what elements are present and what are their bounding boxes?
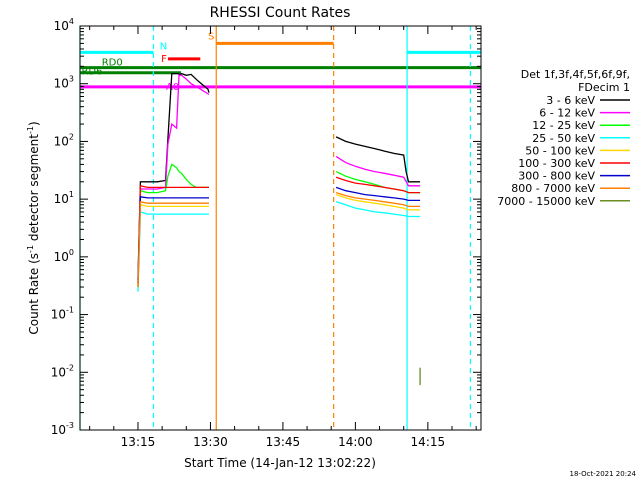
legend-label-7000-15000-kev: 7000 - 15000 keV: [497, 195, 595, 208]
y-tick-exponent: -1: [66, 306, 74, 315]
y-axis-label-main: Count Rate (s: [27, 253, 41, 335]
y-tick-base: 10: [51, 365, 66, 379]
x-tick-label-14-00: 14:00: [338, 435, 373, 449]
series-50-100-kev-segment-1: [335, 193, 421, 211]
series-100-300-kev-segment-0: [137, 184, 209, 284]
legend-header-line1: Det 1f,3f,4f,5f,6f,9f,: [521, 68, 630, 81]
legend-label-25-50-kev: 25 - 50 keV: [532, 132, 595, 145]
y-tick-exponent: 2: [69, 132, 74, 141]
y-tick-base: 10: [54, 77, 69, 91]
y-tick-base: 10: [54, 250, 69, 264]
y-tick-base: 10: [51, 308, 66, 322]
series-50-100-kev-segment-0: [137, 203, 209, 288]
y-tick-base: 10: [54, 134, 69, 148]
y-tick-label-2: 102: [54, 132, 74, 148]
x-tick-label-13-15: 13:15: [121, 435, 156, 449]
x-axis: 13:15 13:30 13:45 14:00 14:15: [89, 26, 477, 449]
y-tick-exponent: -2: [66, 363, 74, 372]
series-25-50-kev-segment-1: [335, 201, 421, 218]
series-800-7000-kev-segment-0: [137, 201, 209, 288]
y-tick-label-3: 10-3: [51, 421, 74, 437]
y-tick-label-0: 100: [54, 248, 74, 264]
series-3-6-kev-segment-0: [137, 72, 210, 280]
x-tick-label-14-15: 14:15: [411, 435, 446, 449]
series-6-12-kev-segment-1: [335, 155, 421, 187]
series-layer: [137, 72, 421, 386]
legend-header-line2: FDecim 1: [578, 81, 630, 94]
render-timestamp: 18-Oct-2021 20:24: [570, 470, 637, 478]
state-label-s: S: [208, 31, 214, 42]
series-100-300-kev-segment-1: [335, 176, 421, 194]
y-tick-exponent: 1: [69, 190, 74, 199]
y-tick-base: 10: [54, 192, 69, 206]
y-axis-label-exp1: -1: [26, 245, 35, 253]
x-tick-label-13-45: 13:45: [266, 435, 301, 449]
y-tick-label-2: 10-2: [51, 363, 74, 379]
series-300-800-kev-segment-0: [137, 196, 209, 284]
series-25-50-kev-segment-0: [137, 211, 209, 292]
legend: Det 1f,3f,4f,5f,6f,9f, FDecim 1 3 - 6 ke…: [497, 68, 630, 208]
legend-label-3-6-kev: 3 - 6 keV: [546, 94, 595, 107]
state-label-a0: A0: [166, 82, 179, 93]
y-tick-label-1: 10-1: [51, 306, 74, 322]
y-tick-base: 10: [54, 19, 69, 33]
y-axis-label-end: ): [27, 121, 41, 126]
legend-label-300-800-kev: 300 - 800 keV: [518, 170, 595, 183]
y-tick-exponent: 0: [69, 248, 74, 257]
legend-label-12-25-kev: 12 - 25 keV: [532, 119, 595, 132]
series-12-25-kev-segment-0: [137, 163, 209, 288]
x-axis-label: Start Time (14-Jan-12 13:02:22): [184, 456, 376, 470]
state-label-n: N: [160, 41, 167, 52]
y-axis-label-mid: detector segment: [27, 134, 41, 245]
y-tick-base: 10: [51, 423, 66, 437]
y-axis-label-exp2: -1: [26, 126, 35, 134]
series-3-6-kev-segment-1: [335, 136, 421, 183]
y-tick-exponent: -3: [66, 421, 74, 430]
legend-label-6-12-kev: 6 - 12 keV: [539, 107, 595, 120]
y-tick-exponent: 3: [69, 75, 74, 84]
state-label-f: F: [161, 54, 167, 65]
series-6-12-kev-segment-0: [137, 74, 210, 288]
state-label-rd0: RD0: [102, 58, 123, 69]
series-800-7000-kev-segment-1: [335, 191, 421, 208]
y-tick-label-3: 103: [54, 75, 74, 91]
state-label-rd6: RD6: [81, 67, 102, 78]
y-tick-label-4: 104: [54, 17, 74, 33]
y-tick-exponent: 4: [69, 17, 74, 26]
chart-title: RHESSI Count Rates: [210, 5, 351, 21]
plot-frame: [79, 25, 482, 431]
legend-label-100-300-kev: 100 - 300 keV: [518, 157, 595, 170]
legend-label-50-100-kev: 50 - 100 keV: [525, 144, 595, 157]
x-tick-label-13-30: 13:30: [193, 435, 228, 449]
y-axis-label: Count Rate (s-1 detector segment-1): [26, 121, 41, 334]
series-300-800-kev-segment-1: [335, 186, 421, 202]
y-tick-label-1: 101: [54, 190, 74, 206]
legend-label-800-7000-kev: 800 - 7000 keV: [511, 182, 595, 195]
